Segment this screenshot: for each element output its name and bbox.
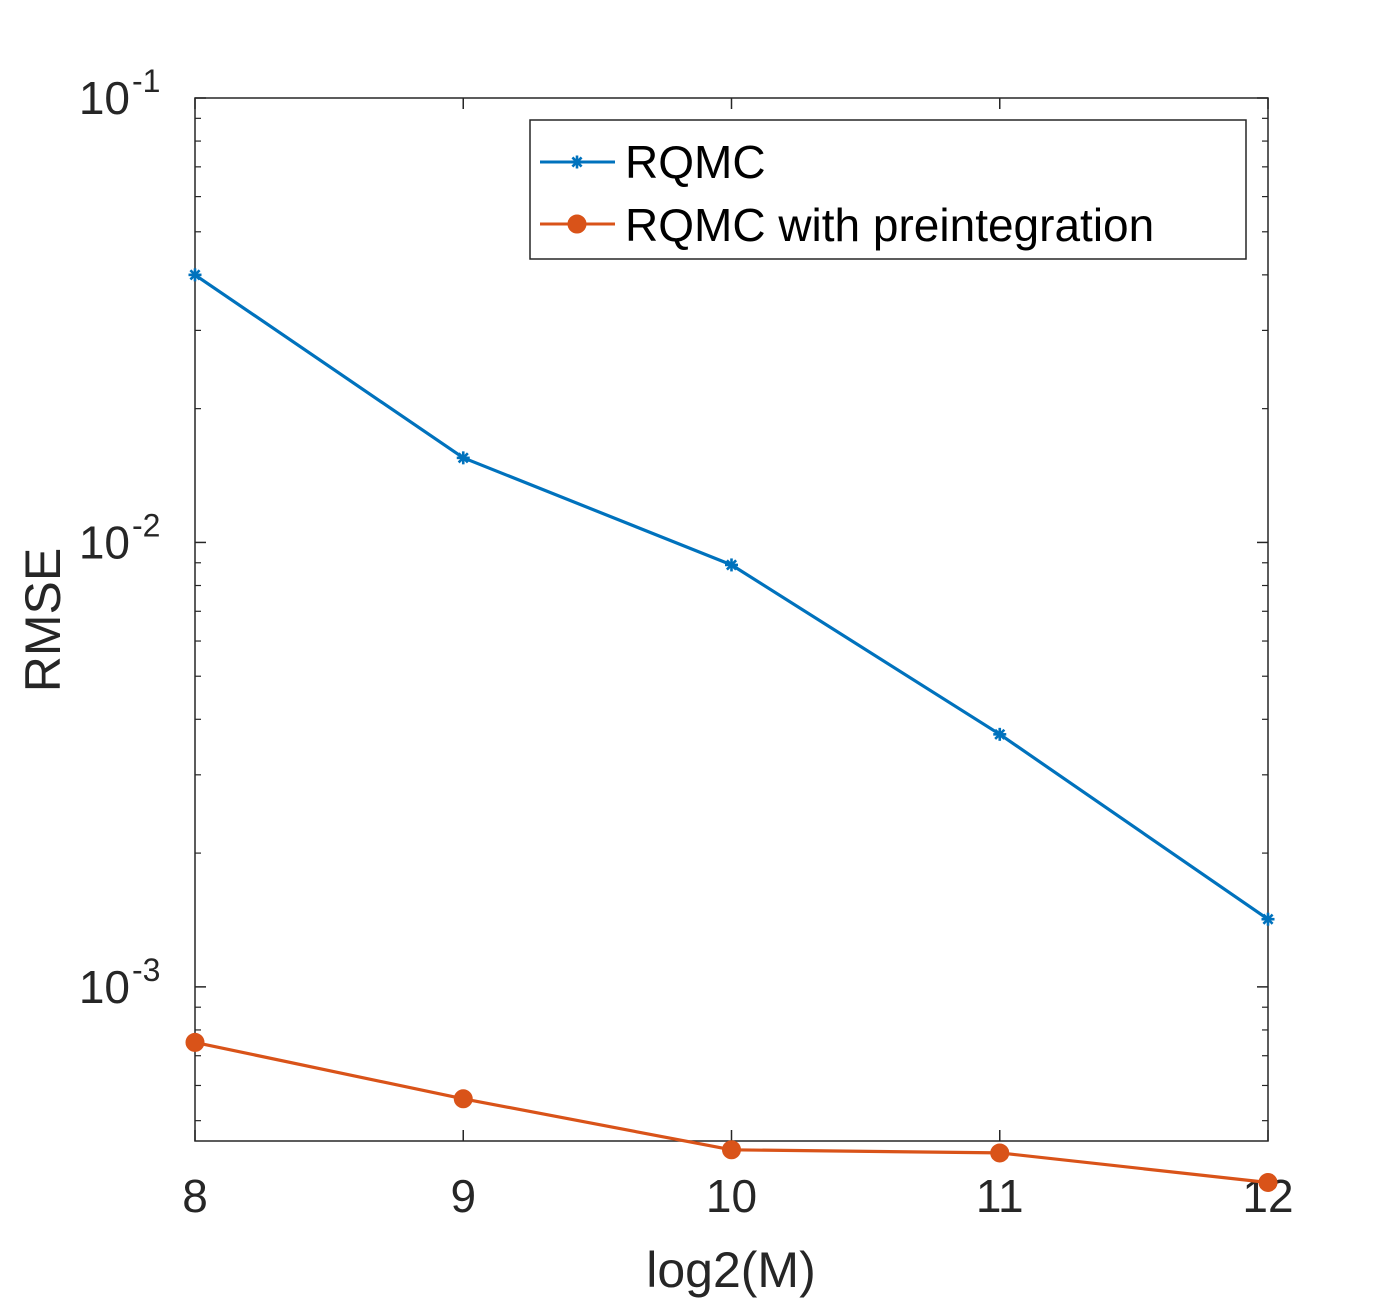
y-axis: 10-310-210-1	[79, 63, 1268, 1013]
legend-label-rqmc: RQMC	[625, 136, 766, 188]
data-point	[453, 1089, 473, 1109]
y-tick-label-base: 10	[79, 516, 130, 568]
marker-stroke	[1262, 913, 1274, 925]
data-point	[722, 1140, 741, 1160]
data-point	[188, 268, 202, 282]
plot-area	[194, 97, 1269, 1142]
marker-stroke	[725, 559, 738, 571]
data-point	[990, 1143, 1010, 1163]
legend-label-preintegration: RQMC with preintegration	[625, 199, 1154, 251]
y-axis-label: RMSE	[15, 548, 71, 692]
data-point	[1258, 1172, 1278, 1192]
x-axis: 8 9 10 11 12	[182, 98, 1294, 1222]
y-tick-label-exp: -1	[132, 63, 160, 99]
x-tick-label: 8	[182, 1170, 208, 1222]
data-point	[456, 451, 470, 465]
legend-marker-symbol	[567, 214, 587, 234]
marker-stroke	[994, 728, 1006, 740]
x-tick-label: 9	[450, 1170, 476, 1222]
marker-stroke	[571, 156, 583, 168]
data-point	[1261, 912, 1275, 926]
y-tick-label-base: 10	[79, 961, 130, 1013]
data-point	[725, 558, 738, 572]
marker-stroke	[457, 452, 469, 464]
legend-marker-rqmc	[570, 155, 584, 169]
marker-stroke	[189, 269, 201, 281]
y-tick-label-exp: -3	[132, 952, 160, 988]
minor-ticks	[195, 117, 1268, 1122]
series-group	[185, 268, 1278, 1192]
y-tick-label-exp: -2	[132, 507, 160, 543]
y-tick-label-base: 10	[79, 72, 130, 124]
legend-marker-symbol	[570, 155, 584, 169]
data-point	[185, 1032, 205, 1052]
x-axis-label: log2(M)	[646, 1242, 815, 1298]
legend-marker-preintegration	[567, 214, 587, 234]
x-tick-label: 11	[976, 1170, 1024, 1222]
legend-box	[529, 119, 1247, 260]
data-point	[993, 727, 1007, 741]
x-tick-label: 10	[706, 1170, 757, 1222]
legend: RQMC RQMC with preintegration	[529, 119, 1247, 260]
